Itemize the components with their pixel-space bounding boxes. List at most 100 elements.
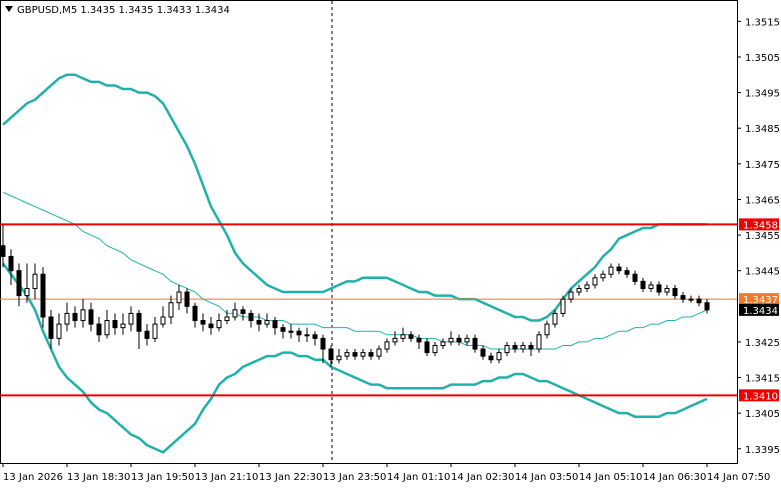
candle-body bbox=[568, 291, 574, 300]
candle-body bbox=[136, 312, 142, 332]
candle-body bbox=[408, 334, 414, 339]
candle-body bbox=[80, 309, 86, 322]
candle-body bbox=[424, 341, 430, 354]
candle-body bbox=[680, 295, 686, 300]
x-tick-label: 14 Jan 03:50 bbox=[515, 472, 578, 483]
x-tick-label: 13 Jan 19:50 bbox=[131, 472, 194, 483]
candle-body bbox=[312, 334, 318, 339]
candle-body bbox=[168, 302, 174, 318]
candle-body bbox=[512, 344, 518, 350]
candle-body bbox=[64, 312, 70, 325]
candle-body bbox=[608, 266, 614, 275]
y-tick-label: 1.3485 bbox=[745, 124, 780, 135]
candle-body bbox=[344, 352, 350, 357]
candle-body bbox=[352, 352, 358, 357]
candle-body bbox=[560, 298, 566, 314]
band-line bbox=[2, 73, 707, 322]
x-tick-label: 13 Jan 23:50 bbox=[323, 472, 386, 483]
candle-body bbox=[480, 348, 486, 357]
candle-body bbox=[376, 348, 382, 357]
band-line bbox=[1, 262, 708, 454]
plot-frame bbox=[0, 0, 738, 464]
candle-body bbox=[384, 341, 390, 350]
candle-body bbox=[320, 337, 326, 350]
candle-body bbox=[640, 280, 646, 289]
candle-body bbox=[224, 316, 230, 322]
candle-body bbox=[296, 330, 302, 336]
x-tick-label: 13 Jan 18:30 bbox=[67, 472, 130, 483]
candle-body bbox=[528, 344, 534, 350]
candle-body bbox=[208, 323, 214, 329]
candle-body bbox=[272, 320, 278, 329]
y-tick-label: 1.3495 bbox=[745, 89, 780, 100]
candle-body bbox=[392, 337, 398, 343]
candle-body bbox=[264, 320, 270, 325]
candle-body bbox=[704, 302, 710, 311]
candle-body bbox=[592, 277, 598, 286]
candle-body bbox=[0, 245, 6, 257]
candle-body bbox=[440, 341, 446, 346]
y-tick-label: 1.3415 bbox=[745, 374, 780, 385]
candle-body bbox=[656, 284, 662, 293]
candle-body bbox=[488, 355, 494, 361]
candle-body bbox=[576, 287, 582, 293]
candle-body bbox=[304, 334, 310, 337]
candle-body bbox=[432, 344, 438, 354]
candle-body bbox=[472, 337, 478, 350]
y-tick-label: 1.3445 bbox=[745, 267, 780, 278]
candle-body bbox=[552, 312, 558, 325]
candle-body bbox=[360, 352, 366, 357]
candle-body bbox=[456, 337, 462, 343]
level-label: 1.3434 bbox=[743, 306, 778, 317]
candle-body bbox=[504, 344, 510, 354]
level-label-box bbox=[739, 303, 779, 316]
candle-body bbox=[696, 298, 702, 304]
level-label-box bbox=[739, 218, 779, 231]
candle-body bbox=[520, 344, 526, 350]
candle-body bbox=[184, 291, 190, 307]
y-tick-label: 1.3505 bbox=[745, 53, 780, 64]
x-tick-label: 13 Jan 22:30 bbox=[259, 472, 322, 483]
candle-body bbox=[688, 298, 694, 301]
y-tick-label: 1.3395 bbox=[745, 445, 780, 456]
y-tick-label: 1.3475 bbox=[745, 160, 780, 171]
candle-body bbox=[368, 352, 374, 357]
x-tick-label: 14 Jan 05:10 bbox=[579, 472, 642, 483]
candle-body bbox=[536, 334, 542, 350]
candle-body bbox=[328, 348, 334, 361]
band-line bbox=[2, 191, 708, 350]
candle-body bbox=[336, 355, 342, 361]
level-label-box bbox=[739, 389, 779, 402]
candle-body bbox=[496, 352, 502, 361]
candle-body bbox=[160, 316, 166, 325]
level-label-box bbox=[739, 293, 779, 306]
candle-body bbox=[32, 273, 38, 289]
candle-body bbox=[664, 287, 670, 293]
candle-body bbox=[120, 323, 126, 329]
candle-body bbox=[56, 323, 62, 339]
x-tick-label: 14 Jan 06:30 bbox=[643, 472, 706, 483]
y-tick-label: 1.3425 bbox=[745, 338, 780, 349]
x-tick-label: 14 Jan 01:10 bbox=[387, 472, 450, 483]
candle-body bbox=[192, 305, 198, 322]
x-tick-label: 14 Jan 02:30 bbox=[451, 472, 514, 483]
candle-body bbox=[88, 309, 94, 325]
candle-body bbox=[448, 337, 454, 343]
chart-title: GBPUSD,M5 1.3435 1.3435 1.3433 1.3434 bbox=[17, 5, 230, 16]
y-tick-label: 1.3515 bbox=[745, 17, 780, 28]
candle-body bbox=[96, 323, 102, 336]
candle-body bbox=[288, 330, 294, 333]
candle-body bbox=[416, 337, 422, 343]
candle-body bbox=[232, 309, 238, 318]
candle-body bbox=[584, 284, 590, 289]
y-tick-label: 1.3465 bbox=[745, 195, 780, 206]
candle-body bbox=[152, 323, 158, 339]
candle-body bbox=[104, 320, 110, 336]
candle-body bbox=[48, 316, 54, 339]
x-tick-label: 13 Jan 21:10 bbox=[195, 472, 258, 483]
level-label: 1.3458 bbox=[743, 220, 778, 231]
candle-body bbox=[72, 312, 78, 322]
candle-body bbox=[256, 320, 262, 325]
candle-body bbox=[112, 320, 118, 329]
